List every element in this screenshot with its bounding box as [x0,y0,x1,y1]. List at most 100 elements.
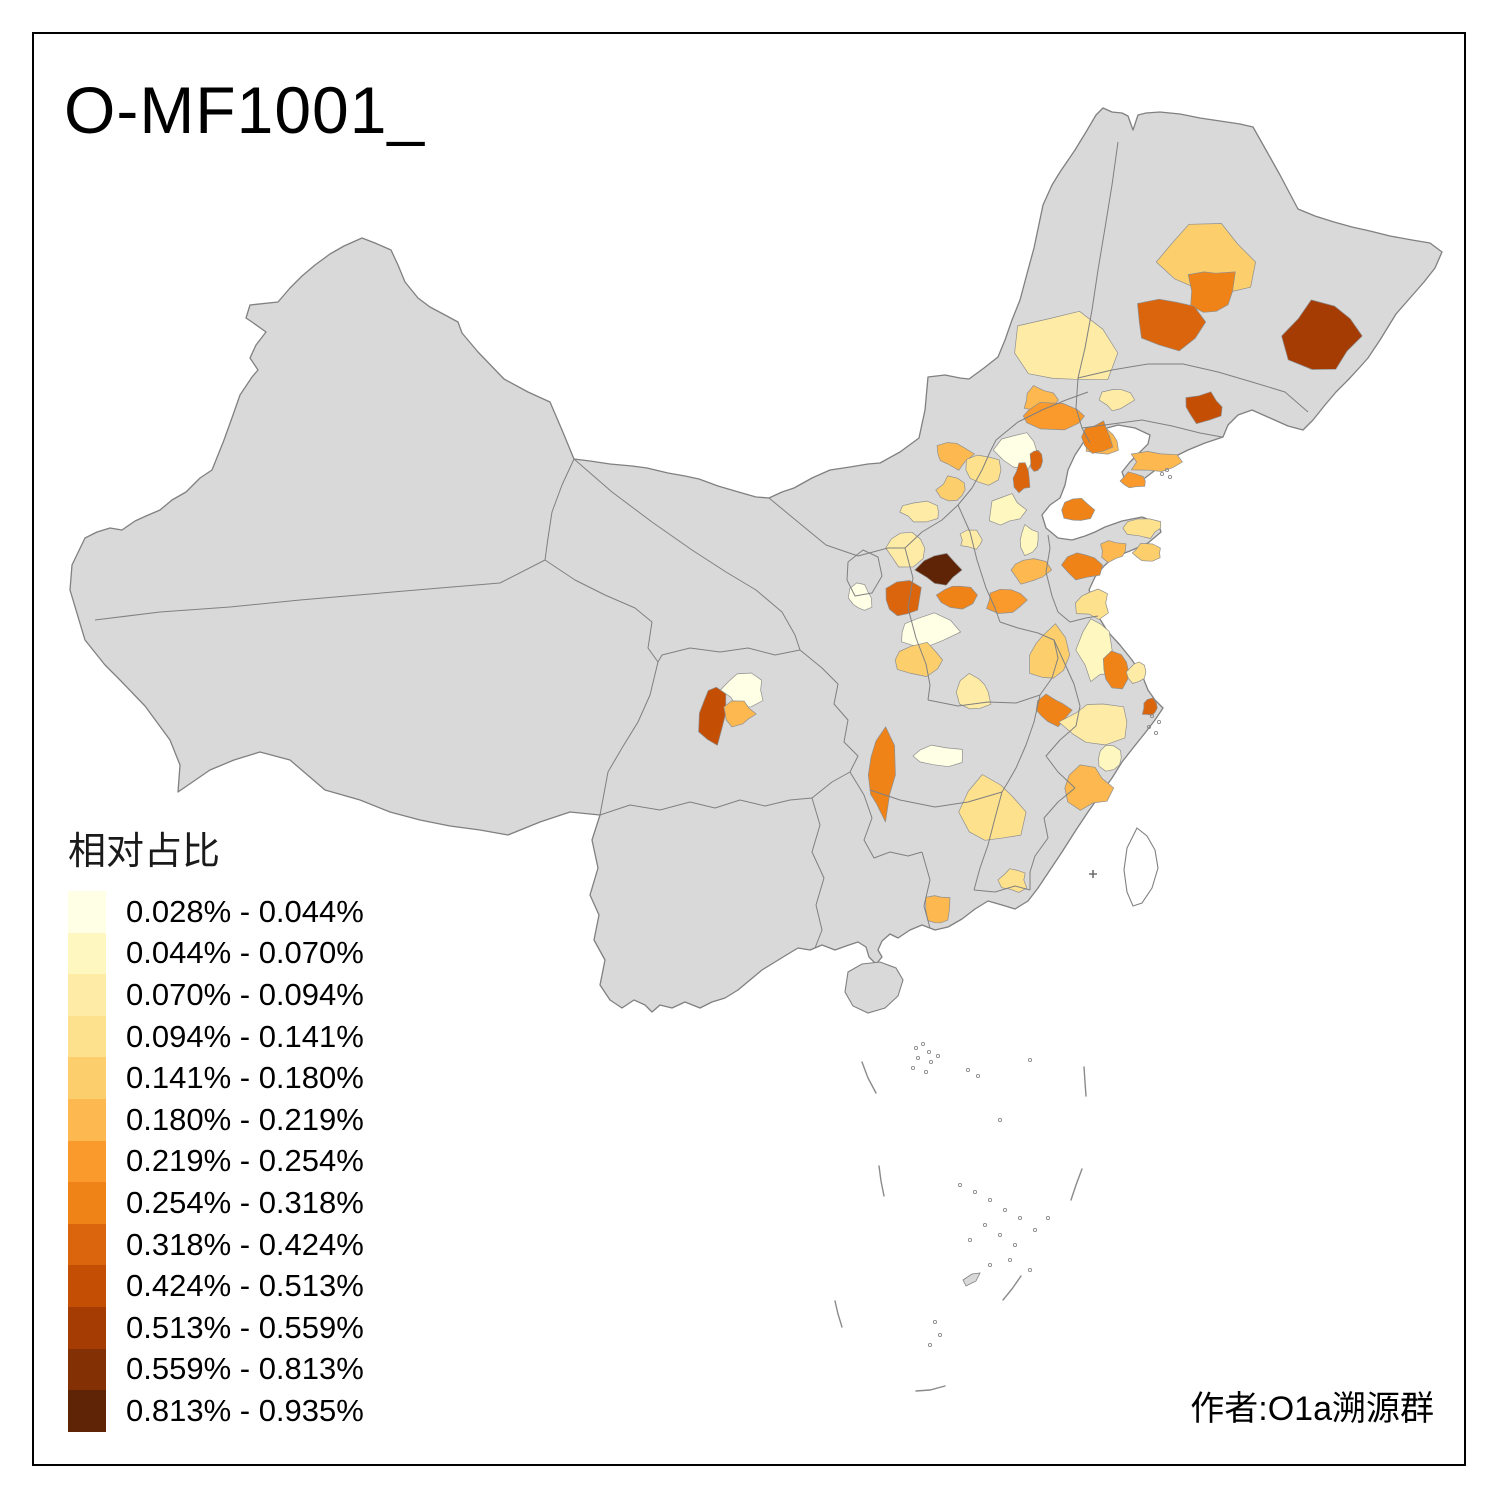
prefecture-region [1061,497,1096,521]
prefecture-region [955,673,992,710]
legend-label: 0.141% - 0.180% [126,1060,364,1096]
legend-label: 0.559% - 0.813% [126,1351,364,1387]
island-dot [987,1262,993,1268]
prefecture-region [1131,543,1161,562]
legend-label: 0.813% - 0.935% [126,1392,364,1428]
legend-swatch [68,1098,106,1141]
province-boundary [599,661,659,816]
legend-label: 0.028% - 0.044% [126,893,364,929]
prefecture-region [1187,271,1236,313]
legend-row: 0.813% - 0.935% [68,1390,364,1432]
prefecture-region [1098,389,1136,412]
prefecture-region [1019,524,1039,556]
province-boundary [544,559,659,663]
province-boundary [1053,639,1081,727]
province-boundary [1045,534,1099,623]
prefecture-region [925,895,951,924]
taiwan-island [1123,827,1159,907]
legend-swatch [68,974,106,1016]
prefecture-region [965,454,1002,486]
prefecture-region [847,582,873,611]
legend-swatch [68,1223,106,1266]
island-dot [926,1049,932,1055]
island-dot [997,1117,1003,1123]
island-dot [913,1045,919,1051]
sea-boundary-dash [915,1385,946,1392]
legend-label: 0.070% - 0.094% [126,976,364,1012]
legend-swatch [68,1265,106,1307]
province-boundary [811,797,825,949]
prefecture-region [1014,310,1119,381]
legend-swatch [68,1182,106,1224]
prefecture-region [1058,703,1128,746]
province-boundary [904,547,931,701]
prefecture-region [1061,552,1103,581]
island-dot [927,1342,933,1348]
prefecture-region [1022,402,1085,431]
island-dot [928,1059,934,1065]
prefecture-region [723,700,757,728]
province-boundary [957,504,1001,623]
prefecture-region [885,580,922,617]
prefecture-region [1012,462,1031,494]
legend-title: 相对占比 [68,831,221,873]
prefecture-region [992,432,1037,470]
legend-row: 0.424% - 0.513% [68,1265,364,1307]
island-dot [1159,471,1165,477]
legend-row: 0.044% - 0.070% [68,932,364,975]
island-cross-marker [1089,870,1097,878]
legend-row: 0.254% - 0.318% [68,1182,364,1224]
island-dot [1146,724,1152,730]
hainan-island [844,961,904,1014]
island-dot [967,1237,973,1243]
prefecture-region [1029,623,1071,679]
legend-swatch [68,1057,106,1099]
island-dot [910,1065,916,1071]
prefecture-region [899,500,939,523]
legend-swatch [68,1306,106,1349]
island-dot [982,1222,988,1228]
page-title: O-MF1001_ [64,73,426,147]
prefecture-region [935,585,978,610]
legend-row: 0.028% - 0.044% [68,891,364,933]
prefecture-region [1141,697,1158,716]
island-dot [1153,730,1159,736]
prefecture-region [1010,558,1052,585]
prefecture-region [1130,451,1183,472]
prefecture-region [1075,588,1109,620]
legend-label: 0.180% - 0.219% [126,1101,364,1137]
legend-swatch [68,1390,106,1432]
island-dot [1007,1257,1013,1263]
island-dot [1149,713,1155,719]
legend-swatch [68,1348,106,1391]
province-boundary [94,559,546,621]
province-boundary [849,771,923,859]
legend-row: 0.180% - 0.219% [68,1098,364,1141]
province-boundary [599,797,813,816]
province-boundary [799,649,859,799]
island-dot [937,1332,943,1338]
island-dot [975,1073,981,1079]
province-boundary [927,621,1059,707]
legend-label: 0.513% - 0.559% [126,1309,364,1345]
province-boundary [846,549,883,597]
prefecture-region [935,475,966,502]
sea-boundary-dash [1002,1275,1022,1301]
prefecture-region [1125,661,1147,684]
province-boundary [1045,725,1077,789]
prefecture-region [1081,420,1114,454]
province-boundary [657,647,801,663]
prefecture-region [1281,299,1363,370]
sea-boundary-dash [878,1165,885,1197]
province-boundary [544,458,575,561]
legend-row: 0.094% - 0.141% [68,1015,364,1058]
prefecture-region [894,641,943,677]
island-dot [923,1069,929,1075]
island-dot [1164,467,1170,473]
prefecture-region [986,588,1028,614]
island-dot [1002,1207,1008,1213]
island-dot [1156,719,1162,725]
island-dot [1017,1215,1023,1221]
attribution-text: 作者:O1a溯源群 [1190,1390,1434,1428]
province-boundary [869,789,1003,808]
